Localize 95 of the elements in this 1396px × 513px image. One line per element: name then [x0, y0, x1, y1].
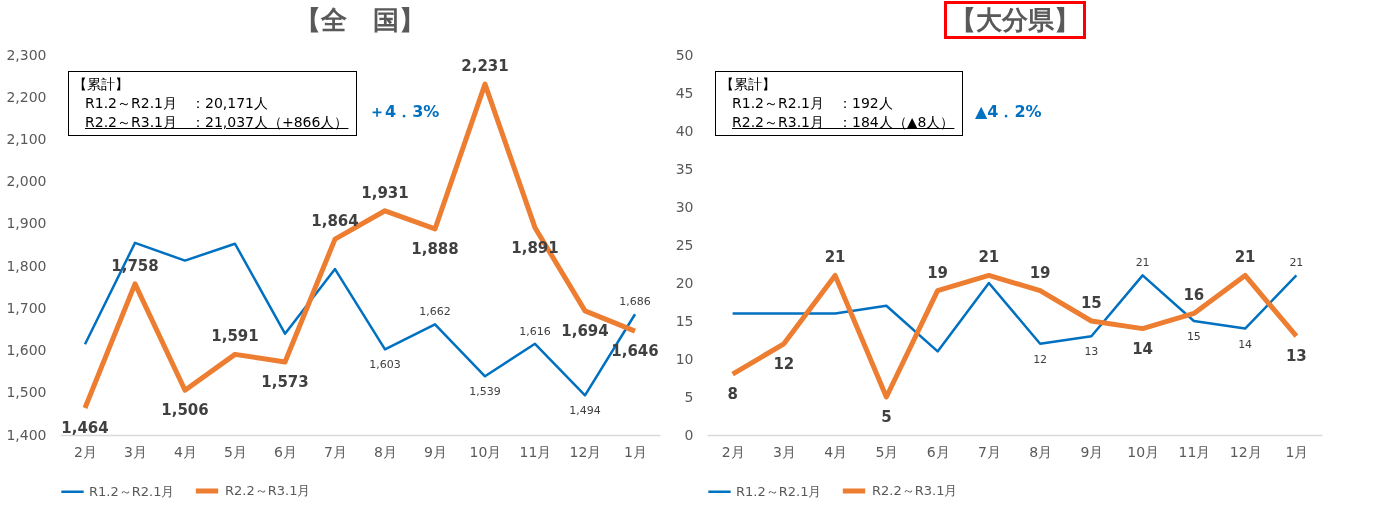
- annotation: 【累計】: [73, 75, 130, 94]
- x-tick-label: 10月: [469, 443, 502, 460]
- y-tick-label: 35: [675, 160, 694, 177]
- data-label: 1,694: [561, 321, 609, 340]
- x-tick-label: 9月: [1080, 443, 1104, 460]
- x-tick-label: 4月: [174, 443, 197, 460]
- y-tick-label: 25: [675, 236, 694, 253]
- data-label: 1,646: [611, 342, 659, 361]
- data-label: 21: [824, 248, 846, 267]
- data-label: 1,888: [411, 239, 459, 258]
- x-tick-label: 2月: [721, 443, 745, 460]
- x-tick-label: 9月: [424, 443, 447, 460]
- x-tick-label: 1月: [1285, 443, 1309, 460]
- data-label: 1,464: [61, 418, 109, 437]
- y-tick-label: 2,200: [6, 88, 47, 105]
- y-tick-label: 2,300: [6, 46, 47, 63]
- annotation: 【累計】: [720, 75, 777, 94]
- x-tick-label: 3月: [124, 443, 147, 460]
- chart-title: 【大分県】: [949, 5, 1080, 35]
- legend-label: R2.2～R3.1月: [225, 483, 311, 498]
- annotation: R2.2～R3.1月 ：21,037人（+866人）: [84, 113, 349, 132]
- y-tick-label: 2,100: [6, 130, 47, 147]
- legend-label: R1.2～R2.1月: [736, 483, 822, 499]
- data-label: 1,573: [261, 372, 309, 391]
- data-label: 14: [1238, 337, 1253, 351]
- x-tick-label: 7月: [324, 443, 347, 460]
- annotation: ▲4．2%: [975, 102, 1042, 123]
- y-tick-label: 20: [675, 274, 694, 291]
- data-label: 15: [1080, 294, 1102, 312]
- data-label: 1,616: [519, 324, 551, 338]
- y-tick-label: 1,700: [6, 299, 47, 316]
- y-tick-label: 1,600: [6, 342, 47, 359]
- annotation: R2.2～R3.1月 ：184人（▲8人）: [731, 113, 955, 132]
- data-label: 1,603: [369, 358, 401, 372]
- data-label: 2,231: [461, 57, 509, 76]
- x-tick-label: 6月: [926, 443, 950, 460]
- x-tick-label: 11月: [519, 443, 552, 460]
- y-tick-label: 45: [675, 84, 694, 101]
- data-label: 21: [978, 248, 1000, 267]
- x-tick-label: 10月: [1127, 443, 1160, 460]
- y-tick-label: 40: [675, 122, 694, 139]
- x-tick-label: 4月: [824, 443, 848, 460]
- legend-label: R1.2～R2.1月: [89, 483, 175, 499]
- x-tick-label: 5月: [224, 443, 247, 460]
- note-box: 【累計】 R1.2～R2.1月 ：20,171人 R2.2～R3.1月 ：21,037人（+866人）: [68, 71, 358, 136]
- data-label: 21: [1234, 248, 1256, 267]
- x-tick-label: 6月: [274, 443, 297, 460]
- x-tick-label: 7月: [977, 443, 1001, 460]
- data-label: 13: [1084, 345, 1099, 359]
- data-label: 5: [881, 408, 892, 426]
- y-tick-label: 15: [675, 312, 694, 329]
- data-label: 12: [1033, 352, 1048, 366]
- annotation: R1.2～R2.1月 ：20,171人: [84, 94, 269, 113]
- data-label: 21: [1289, 256, 1304, 270]
- data-label: 19: [927, 263, 949, 282]
- data-label: 21: [1135, 256, 1150, 270]
- data-label: 1,494: [569, 404, 601, 418]
- x-tick-label: 1月: [624, 443, 647, 460]
- y-tick-label: 1,400: [6, 426, 47, 443]
- note-box: 【累計】 R1.2～R2.1月 ：192人 R2.2～R3.1月 ：184人（▲8人）: [715, 71, 964, 136]
- y-tick-label: 50: [675, 46, 694, 63]
- data-label: 1,591: [211, 327, 259, 346]
- data-label: 19: [1029, 263, 1051, 282]
- annotation: ＋4．3%: [369, 102, 440, 123]
- chart-title: 【全 国】: [295, 5, 425, 35]
- data-label: 1,686: [619, 295, 651, 309]
- x-tick-label: 2月: [74, 443, 97, 460]
- data-label: 12: [773, 354, 795, 373]
- x-tick-label: 12月: [1229, 443, 1262, 460]
- y-tick-label: 5: [684, 388, 694, 405]
- data-label: 1,931: [361, 183, 409, 202]
- y-tick-label: 1,900: [6, 215, 47, 232]
- data-label: 1,539: [469, 385, 501, 399]
- y-tick-label: 30: [675, 198, 694, 215]
- x-tick-label: 8月: [374, 443, 397, 460]
- data-label: 1,506: [161, 401, 209, 420]
- y-tick-label: 0: [684, 426, 694, 443]
- x-tick-label: 8月: [1029, 443, 1053, 460]
- y-tick-label: 10: [675, 350, 694, 367]
- data-label: 14: [1132, 339, 1154, 358]
- data-label: 15: [1186, 330, 1201, 343]
- y-tick-label: 1,500: [6, 384, 47, 401]
- x-tick-label: 12月: [569, 443, 602, 460]
- data-label: 1,864: [311, 212, 359, 231]
- data-label: 16: [1183, 286, 1205, 305]
- y-tick-label: 1,800: [6, 257, 47, 274]
- legend-label: R2.2～R3.1月: [872, 483, 958, 498]
- y-tick-label: 2,000: [6, 173, 47, 190]
- data-label: 13: [1285, 347, 1307, 366]
- data-label: 8: [727, 385, 738, 404]
- data-label: 1,662: [419, 305, 451, 319]
- annotation: R1.2～R2.1月 ：192人: [731, 94, 894, 113]
- x-tick-label: 3月: [772, 443, 796, 460]
- x-tick-label: 5月: [875, 443, 899, 460]
- x-tick-label: 11月: [1178, 443, 1211, 460]
